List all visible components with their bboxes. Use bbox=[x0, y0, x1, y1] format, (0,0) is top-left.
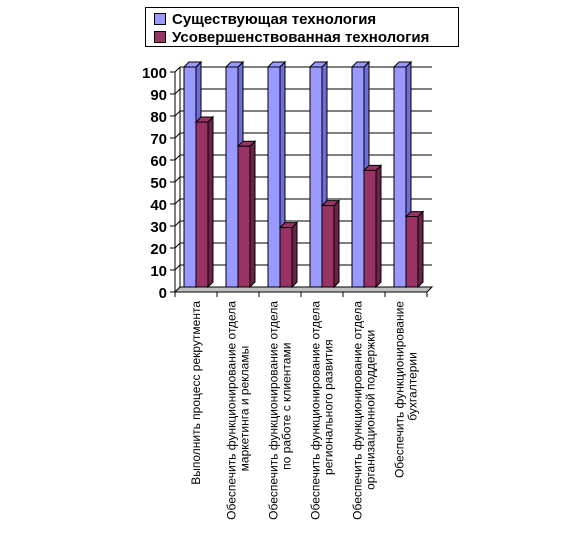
gridline-depth bbox=[174, 88, 181, 95]
y-tick-label: 90 bbox=[150, 87, 167, 104]
bar-side bbox=[249, 139, 256, 289]
bar-front bbox=[225, 66, 239, 288]
chart-axes bbox=[170, 67, 434, 297]
y-tick-label: 10 bbox=[150, 263, 167, 280]
y-tick-label: 60 bbox=[150, 153, 167, 170]
gridline-depth bbox=[174, 264, 181, 271]
chart-gridlines bbox=[174, 66, 432, 293]
legend-label-existing: Существующая технология bbox=[172, 10, 377, 28]
legend-label-improved: Усовершенствованная технология bbox=[172, 28, 430, 46]
gridline-depth bbox=[174, 242, 181, 249]
x-tick-label: Выполнить процесс рекрутмента bbox=[189, 301, 203, 485]
x-tick-label-line: Обеспечить функционирование отдела bbox=[309, 301, 323, 520]
chart-bars bbox=[182, 60, 425, 289]
bar-side bbox=[417, 210, 424, 289]
bar-front bbox=[309, 66, 323, 288]
legend-item-existing: Существующая технология bbox=[154, 10, 376, 28]
bar-side bbox=[333, 199, 340, 289]
bar-side bbox=[291, 221, 298, 289]
x-tick-label-line: организационной поддержки bbox=[364, 330, 378, 490]
gridline-depth bbox=[174, 154, 181, 161]
x-axis-tick-labels: Выполнить процесс рекрутмента Обеспечить … bbox=[189, 301, 420, 520]
bar-front bbox=[237, 145, 251, 288]
bar bbox=[194, 115, 215, 289]
y-tick-label: 30 bbox=[150, 219, 167, 236]
bar bbox=[362, 164, 383, 289]
x-tick-label-line: Обеспечить функционирование отдела bbox=[267, 301, 281, 520]
gridline-depth bbox=[174, 220, 181, 227]
x-tick-label-line: Обеспечить функционирование отдела bbox=[225, 301, 239, 520]
x-tick-label: Обеспечить функционированиебухгалтерии bbox=[393, 301, 420, 478]
bar-front bbox=[195, 121, 209, 288]
bar bbox=[236, 139, 257, 289]
x-tick-label: Обеспечить функционирование отделаоргани… bbox=[351, 301, 378, 520]
y-tick-label: 40 bbox=[150, 197, 167, 214]
bar-front bbox=[351, 66, 365, 288]
bar bbox=[320, 199, 341, 289]
bar-front bbox=[267, 66, 281, 288]
y-tick-label: 100 bbox=[142, 65, 167, 82]
bar-front bbox=[279, 227, 293, 288]
y-tick-label: 50 bbox=[150, 175, 167, 192]
x-tick-label: Обеспечить функционирование отделарегион… bbox=[309, 301, 336, 520]
x-tick-label-line: Обеспечить функционирование bbox=[393, 301, 407, 478]
gridline-depth bbox=[174, 198, 181, 205]
bar-front bbox=[363, 169, 377, 288]
x-tick-label-line: бухгалтерии bbox=[406, 352, 420, 421]
x-tick-label-line: по работе с клиентами bbox=[280, 343, 294, 470]
legend-swatch-improved bbox=[154, 31, 166, 43]
x-tick-label-line: Обеспечить функционирование отдела bbox=[351, 301, 365, 520]
gridline-depth bbox=[174, 110, 181, 117]
gridline-depth bbox=[174, 132, 181, 139]
x-tick-label: Обеспечить функционирование отделапо раб… bbox=[267, 301, 294, 520]
y-tick-label: 0 bbox=[159, 285, 167, 302]
chart-floor bbox=[173, 286, 434, 293]
legend-swatch-existing bbox=[154, 13, 166, 25]
gridline-depth bbox=[174, 66, 181, 73]
bar-front bbox=[405, 216, 419, 288]
legend-item-improved: Усовершенствованная технология bbox=[154, 28, 429, 46]
y-axis-tick-labels: 0 10 20 30 40 50 60 70 80 90 100 bbox=[142, 65, 167, 302]
y-tick-label: 70 bbox=[150, 131, 167, 148]
bar-front bbox=[183, 66, 197, 288]
x-tick-label-line: регионального развития bbox=[322, 339, 336, 475]
x-tick-label-line: Выполнить процесс рекрутмента bbox=[189, 301, 203, 485]
bar-side bbox=[375, 164, 382, 289]
bar bbox=[404, 210, 425, 289]
gridline-depth bbox=[174, 176, 181, 183]
x-tick-label: Обеспечить функционирование отделамаркет… bbox=[225, 301, 252, 520]
bar-front bbox=[393, 66, 407, 288]
bar-front bbox=[321, 205, 335, 288]
chart-legend: Существующая технология Усовершенствован… bbox=[145, 7, 459, 47]
y-tick-label: 80 bbox=[150, 109, 167, 126]
y-tick-label: 20 bbox=[150, 241, 167, 258]
bar bbox=[278, 221, 299, 289]
bar-side bbox=[207, 115, 214, 289]
x-tick-label-line: маркетинга и рекламы bbox=[238, 346, 252, 472]
